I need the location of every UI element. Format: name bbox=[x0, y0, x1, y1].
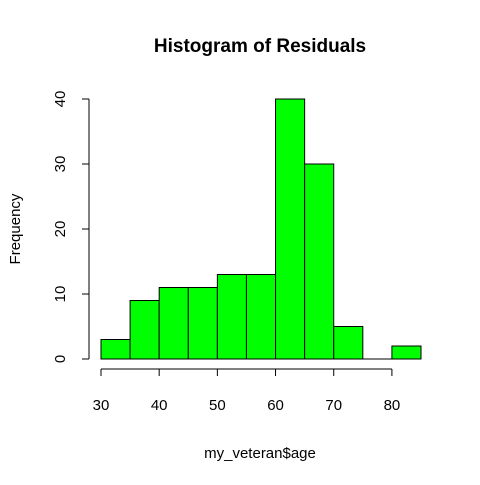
histogram-bar bbox=[187, 287, 218, 360]
histogram-bars bbox=[100, 98, 422, 360]
x-axis: 30 40 50 60 70 80 bbox=[93, 368, 401, 414]
x-axis-label: my_veteran$age bbox=[204, 445, 316, 462]
y-tick-label: 20 bbox=[52, 221, 69, 238]
y-tick-label: 40 bbox=[52, 91, 69, 108]
chart-title: Histogram of Residuals bbox=[154, 36, 366, 57]
x-tick-label: 50 bbox=[209, 397, 226, 414]
histogram-bar bbox=[129, 300, 160, 360]
histogram-bar bbox=[304, 163, 335, 360]
x-tick-label: 70 bbox=[325, 397, 342, 414]
histogram-bar bbox=[100, 339, 131, 360]
y-tick-label: 30 bbox=[52, 156, 69, 173]
histogram-bar bbox=[245, 274, 277, 360]
y-axis-label: Frequency bbox=[7, 193, 24, 264]
histogram-bar bbox=[333, 326, 364, 360]
histogram-bar bbox=[391, 345, 422, 360]
x-tick-label: 40 bbox=[151, 397, 168, 414]
x-tick-label: 80 bbox=[384, 397, 401, 414]
y-axis: 0 10 20 30 40 bbox=[52, 91, 90, 363]
y-tick-label: 10 bbox=[52, 286, 69, 303]
y-tick-label: 0 bbox=[52, 355, 69, 363]
histogram-bar bbox=[275, 98, 306, 360]
x-tick-label: 30 bbox=[93, 397, 110, 414]
histogram-bar bbox=[158, 287, 189, 360]
x-tick-label: 60 bbox=[267, 397, 284, 414]
histogram-bar bbox=[216, 274, 247, 360]
